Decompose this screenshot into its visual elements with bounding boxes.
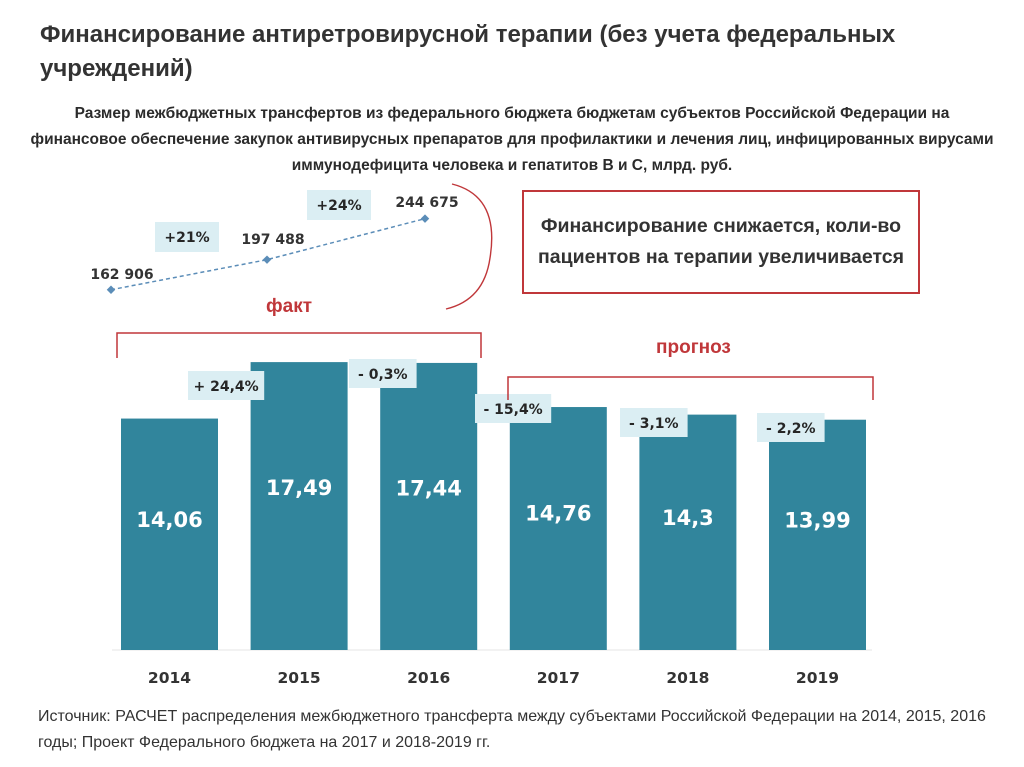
change-label-2018: - 3,1% — [629, 416, 679, 432]
bar-2014 — [121, 418, 218, 650]
change-label-2015: + 24,4% — [194, 379, 259, 395]
change-box-2019 — [757, 413, 825, 442]
trend-point-1 — [262, 255, 272, 264]
change-box-2016 — [349, 359, 417, 388]
page-title: Финансирование антиретровирусной терапии… — [40, 21, 896, 82]
bar-value-label-2017: 14,76 — [525, 502, 591, 526]
x-tick-label-2015: 2015 — [278, 669, 321, 687]
bar-2018 — [639, 414, 737, 650]
trend-point-2 — [420, 214, 430, 223]
x-tick-label-2019: 2019 — [796, 669, 839, 687]
trend-change-label-0: +21% — [164, 230, 209, 246]
forecast-label: прогноз — [656, 337, 731, 358]
change-box-2017 — [475, 394, 552, 423]
trend-point-0 — [106, 285, 116, 295]
x-axis-panel — [112, 650, 872, 692]
x-tick-label-2016: 2016 — [407, 669, 450, 687]
change-box-2015 — [188, 371, 265, 400]
trend-value-label-0: 162 906 — [90, 267, 153, 283]
bar-value-label-2019: 13,99 — [784, 509, 850, 533]
change-label-2017: - 15,4% — [483, 402, 542, 418]
bar-2019 — [769, 419, 866, 650]
trend-change-label-1: +24% — [316, 198, 361, 214]
fact-bracket — [116, 332, 482, 358]
trend-line — [110, 217, 426, 291]
bar-2016 — [380, 362, 478, 650]
trend-value-label-1: 197 488 — [241, 232, 304, 248]
bar-2015 — [250, 362, 348, 650]
bar-value-label-2015: 17,49 — [266, 476, 332, 500]
bar-value-label-2018: 14,3 — [662, 506, 714, 530]
fact-label: факт — [266, 296, 313, 317]
fact-arc — [445, 183, 493, 310]
forecast-bracket — [507, 376, 874, 400]
bar-value-label-2016: 17,44 — [395, 476, 461, 500]
change-label-2016: - 0,3% — [358, 367, 408, 383]
change-label-2019: - 2,2% — [766, 421, 816, 437]
chart-subtitle: Размер межбюджетных трансфертов из федер… — [30, 105, 994, 174]
trend-change-box-1 — [307, 190, 371, 220]
x-tick-label-2017: 2017 — [537, 669, 580, 687]
source-note: Источник: РАСЧЕТ распределения межбюджет… — [38, 708, 986, 751]
trend-value-label-2: 244 675 — [395, 195, 458, 211]
bar-2017 — [509, 407, 607, 650]
callout-text: Финансирование снижается, коли-во пациен… — [538, 215, 904, 268]
x-tick-label-2018: 2018 — [666, 669, 709, 687]
bar-value-label-2014: 14,06 — [136, 508, 202, 532]
callout-box: Финансирование снижается, коли-во пациен… — [522, 190, 920, 294]
x-tick-label-2014: 2014 — [148, 669, 191, 687]
change-box-2018 — [620, 408, 688, 437]
trend-change-box-0 — [155, 222, 219, 252]
